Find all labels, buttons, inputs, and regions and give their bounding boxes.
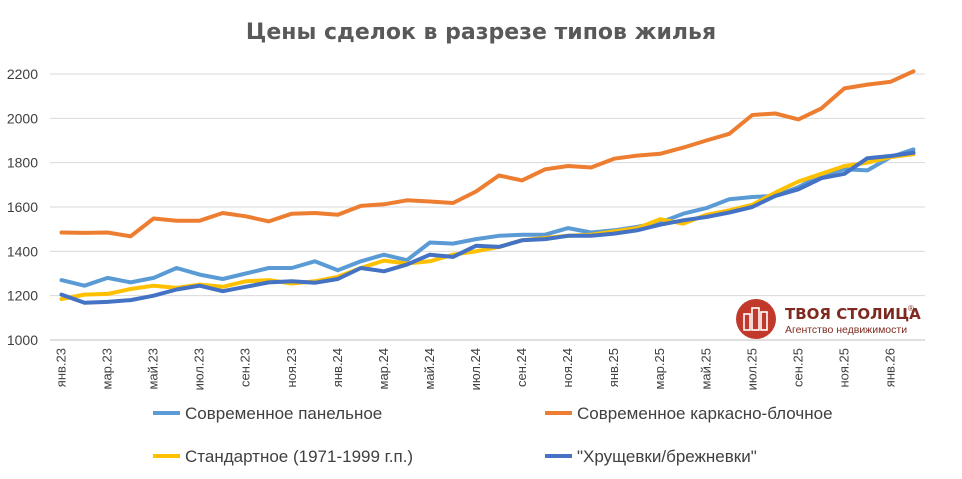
x-tick-label: май.24 xyxy=(422,348,437,390)
y-axis-ticks: 1000 1200 1400 1600 1800 2000 2200 xyxy=(7,66,38,348)
series-lines xyxy=(59,69,916,305)
logo-registered-mark: ® xyxy=(908,304,914,313)
series-line-3 xyxy=(59,150,916,305)
x-tick-label: сен.23 xyxy=(238,348,253,387)
legend-label-2: Стандартное (1971-1999 г.п.) xyxy=(185,447,413,466)
y-tick-label: 2000 xyxy=(7,110,38,126)
series-line-0 xyxy=(59,147,916,288)
series-line-1 xyxy=(59,69,916,239)
x-tick-label: июл.23 xyxy=(192,348,207,390)
x-axis-ticks: янв.23 мар.23 май.23 июл.23 сен.23 ноя.23 янв.… xyxy=(54,348,898,390)
x-tick-label: май.23 xyxy=(146,348,161,390)
x-tick-label: сен.24 xyxy=(514,348,529,387)
x-tick-label: сен.25 xyxy=(790,348,805,387)
y-tick-label: 1400 xyxy=(7,243,38,259)
x-tick-label: мар.24 xyxy=(376,348,391,389)
logo-emblem-icon xyxy=(736,299,776,339)
legend-label-3: "Хрущевки/брежневки" xyxy=(577,447,757,466)
x-tick-label: ноя.24 xyxy=(560,348,575,388)
x-tick-label: июл.25 xyxy=(744,348,759,390)
logo-name: ТВОЯ СТОЛИЦА xyxy=(785,305,921,323)
brand-logo: ТВОЯ СТОЛИЦА ® Агентство недвижимости xyxy=(736,299,921,339)
x-tick-label: ноя.25 xyxy=(836,348,851,388)
x-tick-label: ноя.23 xyxy=(284,348,299,388)
legend-label-0: Современное панельное xyxy=(185,404,382,423)
legend: Современное панельное Современное каркас… xyxy=(153,404,833,466)
y-tick-label: 1200 xyxy=(7,288,38,304)
y-tick-label: 1600 xyxy=(7,199,38,215)
y-tick-label: 1000 xyxy=(7,332,38,348)
x-tick-label: янв.24 xyxy=(330,348,345,387)
y-tick-label: 2200 xyxy=(7,66,38,82)
x-tick-label: мар.23 xyxy=(100,348,115,389)
x-tick-label: май.25 xyxy=(698,348,713,390)
x-tick-label: июл.24 xyxy=(468,348,483,390)
x-tick-label: янв.26 xyxy=(882,348,897,387)
building-icon xyxy=(743,307,768,331)
series-line-2 xyxy=(59,152,916,301)
legend-label-1: Современное каркасно-блочное xyxy=(577,404,833,423)
x-tick-label: янв.25 xyxy=(606,348,621,387)
y-tick-label: 1800 xyxy=(7,155,38,171)
logo-tagline: Агентство недвижимости xyxy=(785,324,907,336)
x-tick-label: мар.25 xyxy=(652,348,667,389)
x-tick-label: янв.23 xyxy=(54,348,69,387)
gridlines xyxy=(50,73,925,297)
chart-title: Цены сделок в разрезе типов жилья xyxy=(246,20,716,45)
